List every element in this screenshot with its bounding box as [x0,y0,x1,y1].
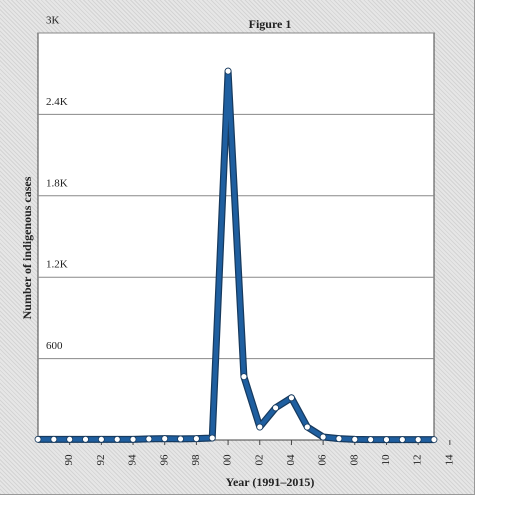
data-point [224,67,232,75]
data-point [66,435,74,443]
data-point [398,436,406,443]
x-tick-label: 14 [443,454,455,466]
data-point [256,423,264,431]
data-point [129,435,137,443]
chart-title: Figure 1 [249,17,292,31]
x-tick-label: 96 [158,454,170,466]
data-point [240,373,248,381]
data-point [50,435,58,443]
x-tick-label: 98 [190,454,202,466]
data-point [177,435,184,443]
data-point [192,435,200,443]
x-tick-label: 08 [348,454,360,466]
data-point [288,394,295,402]
data-point [414,436,422,443]
data-point [367,436,375,443]
data-point [335,435,343,443]
data-point [430,436,438,443]
y-tick-label: 1.8K [46,177,68,189]
data-point [319,433,327,441]
x-tick-label: 06 [317,454,329,466]
data-point [351,435,359,443]
y-tick-label: 3K [46,15,60,27]
x-tick-label: 90 [63,454,75,466]
data-point [34,435,42,443]
data-point [97,435,105,443]
data-point [145,435,153,443]
x-tick-label: 94 [127,454,139,466]
data-point [113,435,121,443]
data-point [383,436,390,443]
data-point [82,435,89,443]
data-point [303,423,311,431]
x-tick-label: 12 [412,455,424,466]
x-tick-label: 92 [95,455,107,466]
y-tick-label: 600 [46,340,63,352]
y-axis-label: Number of indigenous cases [20,176,34,319]
y-tick-label: 1.2K [46,259,68,271]
data-point [161,435,169,443]
x-tick-label: 00 [222,454,234,466]
x-axis-label: Year (1991–2015) [226,475,315,489]
x-tick-label: 10 [380,454,392,466]
x-tick-label: 04 [285,454,297,466]
x-tick-label: 02 [253,455,265,466]
y-tick-label: 2.4K [46,96,68,108]
data-point [208,434,216,442]
data-point [272,404,280,412]
